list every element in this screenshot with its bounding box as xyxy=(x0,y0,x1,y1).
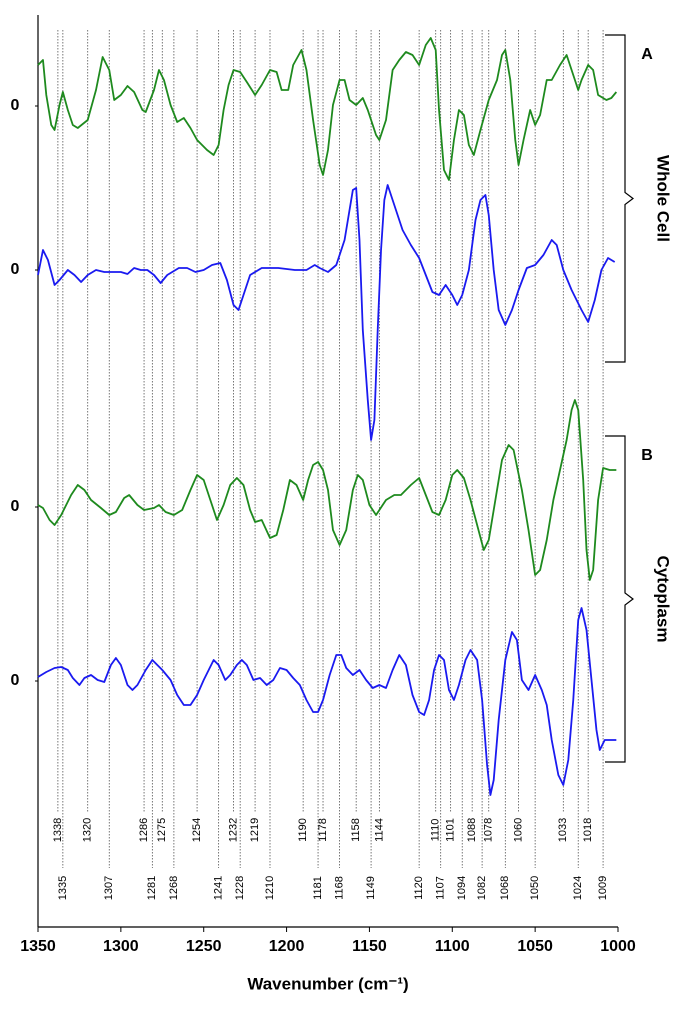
reference-label: 1060 xyxy=(512,818,524,842)
group-label: Whole Cell xyxy=(654,155,673,242)
y-tick-label: 0 xyxy=(11,261,20,278)
reference-label: 1338 xyxy=(52,818,64,842)
reference-label: 1320 xyxy=(82,818,94,842)
reference-label: 1050 xyxy=(529,876,541,900)
reference-label: 1228 xyxy=(234,876,246,900)
reference-label: 1286 xyxy=(138,818,150,842)
x-tick-label: 1050 xyxy=(517,938,553,955)
reference-label: 1068 xyxy=(499,876,511,900)
reference-label: 1024 xyxy=(572,876,584,900)
reference-label: 1094 xyxy=(456,876,468,900)
group-bracket xyxy=(605,435,634,763)
x-tick-label: 1300 xyxy=(103,938,139,955)
reference-label: 1219 xyxy=(249,818,261,842)
reference-label: 1232 xyxy=(227,818,239,842)
spectrum-line xyxy=(37,184,616,441)
reference-label: 1088 xyxy=(466,818,478,842)
reference-label: 1158 xyxy=(350,818,362,842)
reference-label: 1307 xyxy=(103,876,115,900)
x-tick-label: 1100 xyxy=(435,938,470,955)
reference-label: 1254 xyxy=(191,818,203,842)
reference-label: 1190 xyxy=(297,818,309,842)
reference-label: 1335 xyxy=(57,876,69,900)
reference-label: 1101 xyxy=(445,818,457,842)
reference-label: 1018 xyxy=(582,818,594,842)
reference-label: 1120 xyxy=(413,876,425,900)
x-tick-label: 1350 xyxy=(20,938,56,955)
reference-label: 1107 xyxy=(435,876,447,900)
reference-label: 1268 xyxy=(168,876,180,900)
y-tick-label: 0 xyxy=(11,672,20,689)
spectrum-line xyxy=(37,37,618,181)
group-letter: B xyxy=(641,447,653,464)
reference-label: 1181 xyxy=(312,876,324,900)
x-axis-label: Wavenumber (cm⁻¹) xyxy=(247,974,408,993)
reference-label: 1144 xyxy=(373,818,385,842)
reference-label: 1033 xyxy=(557,818,569,842)
reference-label: 1168 xyxy=(334,876,346,900)
x-tick-label: 1200 xyxy=(269,938,305,955)
reference-label: 1210 xyxy=(264,876,276,900)
spectrum-line xyxy=(37,399,617,581)
spectrum-line xyxy=(37,607,617,796)
y-tick-label: 0 xyxy=(11,498,20,515)
group-label: Cytoplasm xyxy=(654,556,673,643)
reference-label: 1178 xyxy=(317,818,329,842)
reference-label: 1149 xyxy=(365,876,377,900)
reference-label: 1241 xyxy=(213,876,225,900)
reference-label: 1110 xyxy=(430,819,442,842)
group-letter: A xyxy=(641,46,653,63)
reference-label: 1281 xyxy=(146,876,158,900)
reference-label: 1009 xyxy=(597,876,609,900)
group-bracket xyxy=(605,34,634,363)
x-tick-label: 1250 xyxy=(186,938,222,955)
reference-label: 1078 xyxy=(483,818,495,842)
reference-label: 1275 xyxy=(156,818,168,842)
x-tick-label: 1150 xyxy=(352,938,387,955)
reference-label: 1082 xyxy=(476,876,488,900)
x-tick-label: 1000 xyxy=(600,938,636,955)
y-tick-label: 0 xyxy=(11,97,20,114)
